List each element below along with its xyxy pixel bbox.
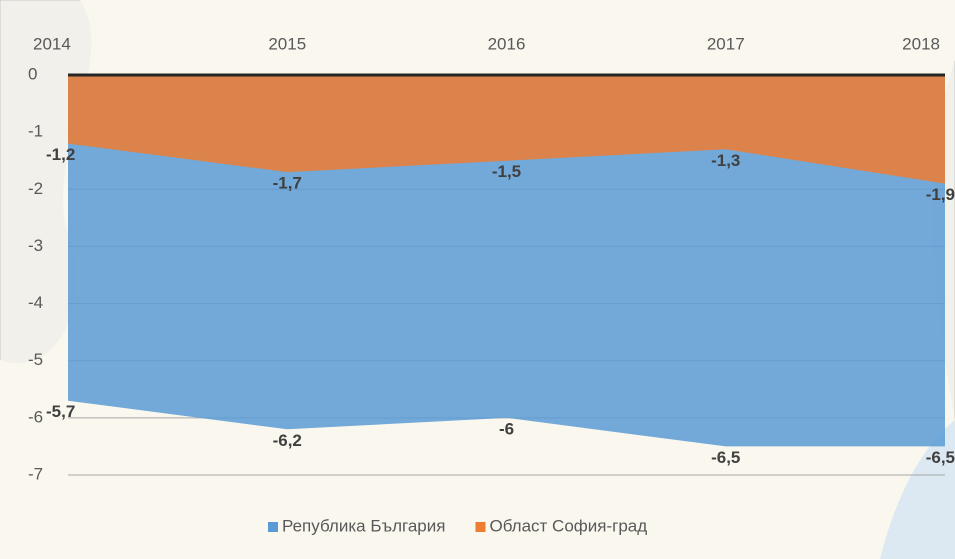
x-tick-label: 2017 bbox=[707, 34, 745, 53]
y-tick-label: -2 bbox=[28, 179, 43, 198]
x-tick-label: 2018 bbox=[902, 34, 940, 53]
legend: Република България Област София-град bbox=[268, 516, 647, 535]
value-label: -1,9 bbox=[926, 185, 955, 204]
y-tick-label: -3 bbox=[28, 236, 43, 255]
x-tick-label: 2016 bbox=[488, 34, 526, 53]
value-label: -5,7 bbox=[46, 402, 75, 421]
value-label: -1,5 bbox=[492, 162, 521, 181]
legend-label: Република България bbox=[282, 516, 445, 535]
value-label: -6 bbox=[499, 419, 514, 438]
y-tick-label: -5 bbox=[28, 350, 43, 369]
value-label: -6,5 bbox=[926, 448, 955, 467]
y-tick-label: -6 bbox=[28, 407, 43, 426]
y-tick-label: 0 bbox=[28, 64, 37, 83]
value-label: -1,2 bbox=[46, 145, 75, 164]
value-label: -1,3 bbox=[711, 151, 740, 170]
y-tick-label: -4 bbox=[28, 293, 43, 312]
y-tick-label: -1 bbox=[28, 122, 43, 141]
legend-swatch bbox=[268, 522, 278, 532]
x-tick-label: 2014 bbox=[33, 34, 71, 53]
value-label: -6,2 bbox=[273, 431, 302, 450]
area bbox=[68, 75, 945, 184]
legend-swatch bbox=[475, 522, 486, 532]
map-sea bbox=[880, 420, 955, 559]
x-tick-label: 2015 bbox=[268, 34, 306, 53]
legend-label: Област София-град bbox=[489, 516, 647, 535]
value-label: -6,5 bbox=[711, 448, 740, 467]
value-label: -1,7 bbox=[273, 174, 302, 193]
y-tick-label: -7 bbox=[28, 464, 43, 483]
